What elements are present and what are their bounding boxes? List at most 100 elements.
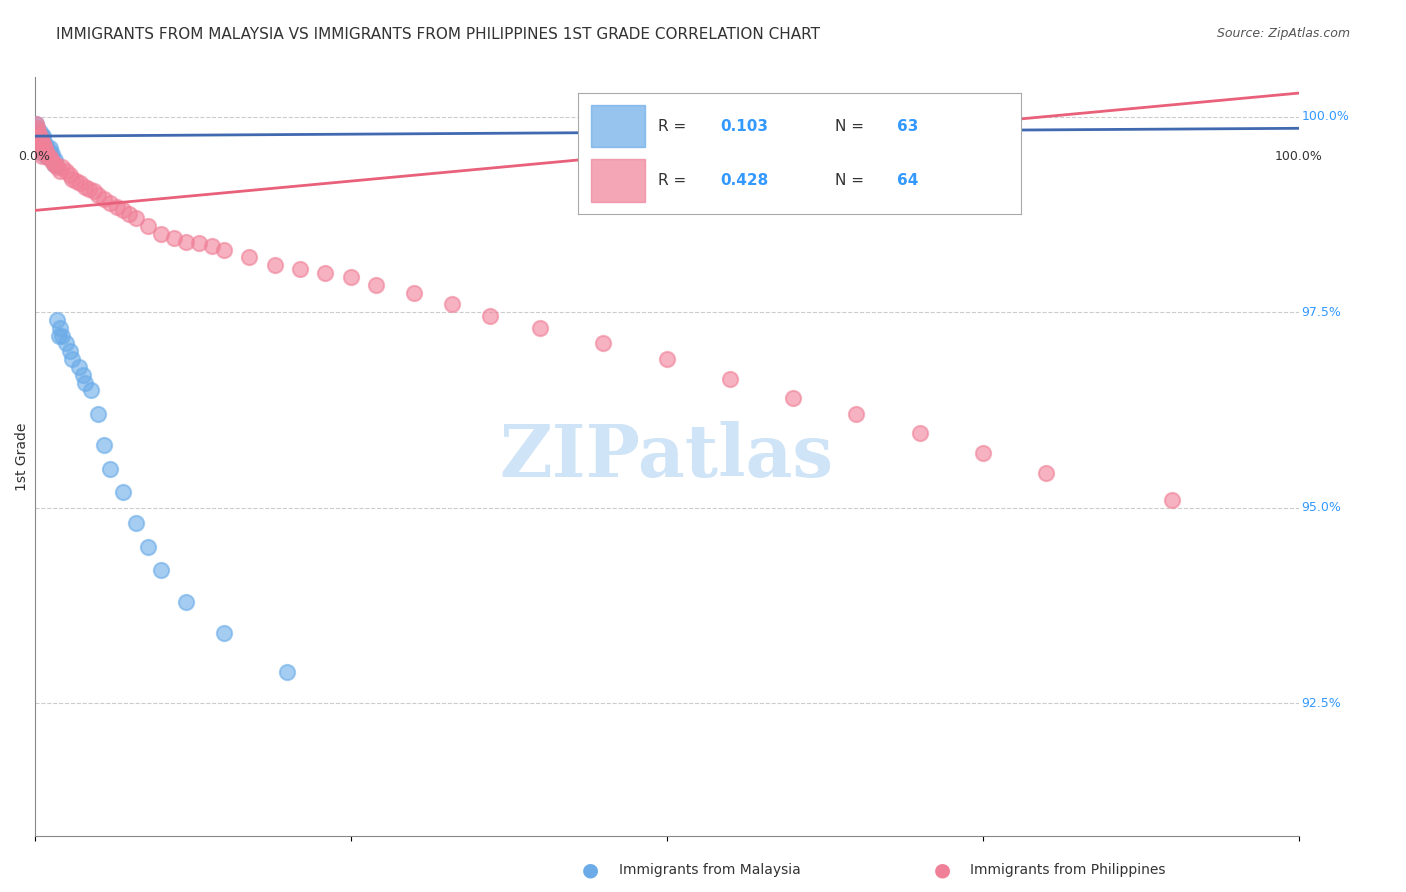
Text: IMMIGRANTS FROM MALAYSIA VS IMMIGRANTS FROM PHILIPPINES 1ST GRADE CORRELATION CH: IMMIGRANTS FROM MALAYSIA VS IMMIGRANTS F… — [56, 27, 820, 42]
Point — [31, 141, 53, 155]
Point — [263, 258, 285, 272]
Point — [62, 172, 84, 186]
Point — [25, 133, 48, 147]
Point — [59, 344, 82, 359]
Point — [72, 368, 94, 382]
Point — [32, 129, 55, 144]
Point — [238, 251, 260, 265]
Y-axis label: 1st Grade: 1st Grade — [15, 423, 30, 491]
Point — [27, 129, 49, 144]
Point — [30, 145, 52, 159]
Point — [31, 149, 53, 163]
Point — [37, 150, 59, 164]
Point — [314, 266, 336, 280]
Point — [27, 125, 49, 139]
Point — [30, 133, 52, 147]
Point — [27, 136, 49, 151]
Point — [845, 407, 868, 421]
Text: 100.0%: 100.0% — [1275, 150, 1323, 162]
Point — [149, 563, 172, 577]
Point — [51, 328, 73, 343]
Point — [67, 359, 90, 374]
Point — [28, 129, 51, 144]
Point — [46, 161, 69, 175]
Point — [41, 147, 63, 161]
Point — [38, 150, 60, 164]
Point — [75, 180, 97, 194]
Text: Source: ZipAtlas.com: Source: ZipAtlas.com — [1216, 27, 1350, 40]
Point — [65, 174, 87, 188]
Point — [83, 184, 105, 198]
Point — [162, 231, 184, 245]
Point — [51, 161, 73, 175]
Point — [24, 129, 46, 144]
Point — [174, 235, 197, 249]
Point — [24, 117, 46, 131]
Point — [59, 168, 82, 182]
Point — [32, 136, 55, 151]
Point — [28, 145, 51, 159]
Point — [24, 136, 46, 151]
Point — [908, 426, 931, 441]
Point — [24, 125, 46, 139]
Point — [30, 133, 52, 147]
Point — [34, 136, 56, 151]
Point — [87, 187, 110, 202]
Point — [93, 438, 115, 452]
Text: 95.0%: 95.0% — [1302, 501, 1341, 515]
Point — [25, 121, 48, 136]
Point — [55, 164, 77, 178]
Point — [34, 141, 56, 155]
Point — [31, 136, 53, 151]
Point — [28, 129, 51, 144]
Point — [27, 136, 49, 151]
Point — [212, 243, 235, 257]
Point — [35, 149, 58, 163]
Point — [28, 141, 51, 155]
Point — [200, 238, 222, 252]
Text: Immigrants from Malaysia: Immigrants from Malaysia — [619, 863, 800, 877]
Point — [34, 141, 56, 155]
Point — [1035, 466, 1057, 480]
Point — [24, 141, 46, 155]
Point — [402, 285, 425, 300]
Point — [138, 540, 160, 554]
Point — [440, 297, 463, 311]
Text: ●: ● — [582, 860, 599, 880]
Point — [149, 227, 172, 241]
Point — [592, 336, 614, 351]
Point — [782, 391, 804, 405]
Text: 100.0%: 100.0% — [1302, 110, 1350, 123]
Point — [80, 384, 103, 398]
Point — [62, 352, 84, 367]
Point — [27, 141, 49, 155]
Point — [138, 219, 160, 233]
Point — [1161, 493, 1184, 508]
Point — [25, 133, 48, 147]
Point — [44, 153, 66, 167]
Point — [27, 141, 49, 155]
Point — [37, 149, 59, 163]
Point — [25, 125, 48, 139]
Point — [38, 141, 60, 155]
Point — [655, 352, 678, 367]
Point — [32, 135, 55, 149]
Text: 0.0%: 0.0% — [18, 150, 51, 162]
Point — [529, 321, 551, 335]
Point — [112, 203, 135, 218]
Point — [972, 446, 994, 460]
Point — [30, 141, 52, 155]
Point — [39, 149, 62, 163]
Point — [75, 376, 97, 390]
Point — [112, 485, 135, 500]
Point — [478, 309, 501, 323]
Point — [24, 129, 46, 144]
Point — [27, 133, 49, 147]
Point — [118, 207, 141, 221]
Point — [44, 156, 66, 170]
Point — [212, 626, 235, 640]
Point — [37, 141, 59, 155]
Point — [105, 200, 128, 214]
Point — [48, 328, 70, 343]
Point — [87, 407, 110, 421]
